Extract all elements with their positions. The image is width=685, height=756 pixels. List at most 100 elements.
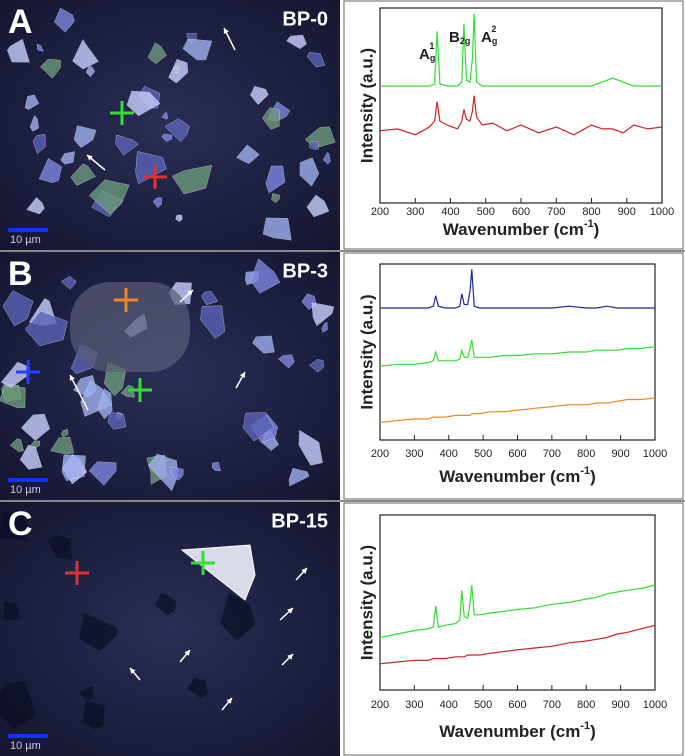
x-tick-label: 900 bbox=[611, 448, 629, 460]
x-tick-label: 400 bbox=[440, 699, 458, 711]
flake bbox=[242, 412, 274, 442]
flake bbox=[311, 302, 335, 327]
flake bbox=[38, 158, 62, 183]
flake bbox=[115, 134, 139, 156]
flake bbox=[126, 90, 161, 117]
flake bbox=[88, 461, 117, 486]
x-tick-label: 700 bbox=[543, 448, 561, 460]
scale-label: 10 µm bbox=[10, 484, 41, 496]
x-label-end: ) bbox=[590, 722, 596, 741]
flake bbox=[60, 428, 69, 437]
flake bbox=[299, 157, 320, 187]
flake bbox=[200, 305, 226, 339]
x-tick-label: 700 bbox=[547, 206, 565, 218]
x-tick-label: 200 bbox=[371, 448, 389, 460]
flake bbox=[79, 612, 118, 652]
x-tick-label: 300 bbox=[406, 206, 424, 218]
flake bbox=[88, 179, 130, 215]
flake bbox=[161, 133, 173, 142]
spectrum-line bbox=[379, 95, 663, 136]
flake bbox=[107, 411, 127, 430]
flake bbox=[0, 385, 26, 408]
flake bbox=[36, 43, 44, 52]
x-label-end: ) bbox=[590, 467, 596, 486]
chart-panel bbox=[343, 502, 684, 756]
flake bbox=[164, 118, 190, 143]
flake bbox=[152, 197, 162, 209]
flake bbox=[3, 601, 21, 621]
panel-label: B bbox=[8, 255, 33, 293]
flake bbox=[201, 290, 219, 306]
arrow-head bbox=[184, 650, 190, 656]
y-axis-label: Intensity (a.u.) bbox=[357, 545, 376, 660]
scale-label: 10 µm bbox=[10, 740, 41, 752]
flake bbox=[0, 681, 37, 730]
spectrum-line bbox=[380, 269, 655, 309]
arrow-head bbox=[301, 568, 307, 574]
x-tick-label: 900 bbox=[611, 699, 629, 711]
scale-label: 10 µm bbox=[10, 234, 41, 246]
sample-label: BP-0 bbox=[282, 8, 328, 30]
peak-label-text: A bbox=[481, 29, 492, 46]
flake bbox=[9, 438, 24, 452]
x-label-sup: -1 bbox=[584, 218, 594, 230]
peak-label: Ag 2 bbox=[481, 24, 497, 46]
x-tick-label: 600 bbox=[512, 206, 530, 218]
peak-label-sup: 1 bbox=[429, 41, 434, 51]
arrow bbox=[69, 374, 89, 411]
x-tick-label: 300 bbox=[405, 699, 423, 711]
arrow-head bbox=[223, 28, 229, 34]
arrow-head bbox=[69, 375, 75, 381]
arrow-head bbox=[239, 372, 245, 378]
flake bbox=[147, 42, 167, 64]
flake bbox=[0, 512, 28, 542]
flake bbox=[0, 361, 30, 388]
flake bbox=[40, 58, 61, 79]
peak-label-text: B bbox=[449, 29, 460, 46]
flake bbox=[60, 276, 77, 290]
flake bbox=[148, 453, 179, 492]
flake bbox=[220, 592, 256, 641]
x-tick-label: 600 bbox=[508, 448, 526, 460]
x-label-sup: -1 bbox=[580, 720, 590, 732]
chart-panel bbox=[343, 252, 684, 500]
x-tick-label: 1000 bbox=[643, 448, 667, 460]
flake bbox=[321, 321, 328, 333]
flake bbox=[32, 134, 46, 154]
scale-bar bbox=[8, 478, 48, 482]
flake bbox=[298, 429, 323, 466]
flake bbox=[265, 165, 286, 194]
flake bbox=[322, 152, 331, 165]
flake bbox=[271, 193, 280, 203]
haze bbox=[70, 282, 190, 372]
flake bbox=[85, 66, 96, 78]
flake bbox=[262, 217, 292, 241]
flake bbox=[172, 164, 213, 195]
flake bbox=[187, 678, 208, 699]
flake bbox=[60, 151, 75, 165]
arrow-head bbox=[130, 668, 136, 674]
panel-label: A bbox=[8, 3, 33, 41]
x-tick-label: 400 bbox=[441, 206, 459, 218]
flake bbox=[72, 39, 99, 70]
flake bbox=[29, 115, 39, 132]
flake bbox=[182, 38, 213, 61]
chart-panel bbox=[343, 0, 684, 250]
flake bbox=[277, 354, 295, 369]
flake bbox=[73, 125, 97, 148]
x-axis-label: Wavenumber (cm-1) bbox=[443, 218, 600, 240]
y-axis-label: Intensity (a.u.) bbox=[357, 48, 376, 163]
spectrum-line bbox=[379, 397, 656, 423]
flake bbox=[175, 214, 183, 222]
flake bbox=[19, 444, 43, 470]
flake bbox=[168, 58, 189, 84]
flake bbox=[26, 197, 45, 215]
scale-bar bbox=[8, 734, 48, 738]
peak-label-sup: 2 bbox=[491, 24, 496, 34]
x-tick-label: 800 bbox=[582, 206, 600, 218]
arrow-head bbox=[187, 290, 193, 296]
x-tick-label: 900 bbox=[618, 206, 636, 218]
peak-label: Ag 1 bbox=[419, 41, 435, 63]
x-label-sup: -1 bbox=[580, 465, 590, 477]
